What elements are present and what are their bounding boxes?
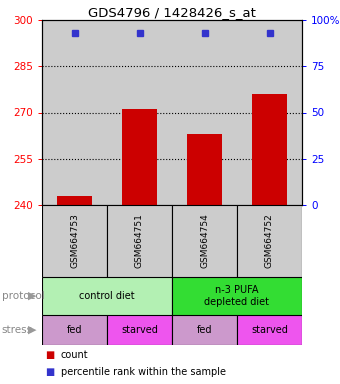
- Text: starved: starved: [251, 325, 288, 335]
- Bar: [187, 134, 222, 205]
- Text: control diet: control diet: [79, 291, 135, 301]
- Bar: [172, 315, 237, 345]
- Bar: [107, 205, 172, 277]
- Text: GSM664753: GSM664753: [70, 214, 79, 268]
- Bar: [122, 109, 157, 205]
- Bar: [237, 315, 302, 345]
- Bar: [172, 277, 302, 315]
- Bar: [42, 315, 107, 345]
- Text: GSM664751: GSM664751: [135, 214, 144, 268]
- Text: protocol: protocol: [2, 291, 45, 301]
- Text: ■: ■: [46, 350, 55, 360]
- Text: stress: stress: [2, 325, 33, 335]
- Bar: [237, 205, 302, 277]
- Text: count: count: [61, 350, 88, 360]
- Bar: [252, 94, 287, 205]
- Bar: [172, 205, 237, 277]
- Text: ▶: ▶: [28, 325, 36, 335]
- Title: GDS4796 / 1428426_s_at: GDS4796 / 1428426_s_at: [88, 6, 256, 19]
- Bar: [57, 196, 92, 205]
- Bar: [107, 315, 172, 345]
- Bar: [42, 205, 107, 277]
- Text: ■: ■: [46, 367, 55, 377]
- Text: GSM664754: GSM664754: [200, 214, 209, 268]
- Text: ▶: ▶: [28, 291, 36, 301]
- Text: starved: starved: [121, 325, 158, 335]
- Bar: [42, 277, 172, 315]
- Text: fed: fed: [67, 325, 82, 335]
- Text: n-3 PUFA
depleted diet: n-3 PUFA depleted diet: [204, 285, 270, 307]
- Text: percentile rank within the sample: percentile rank within the sample: [61, 367, 226, 377]
- Text: fed: fed: [197, 325, 212, 335]
- Text: GSM664752: GSM664752: [265, 214, 274, 268]
